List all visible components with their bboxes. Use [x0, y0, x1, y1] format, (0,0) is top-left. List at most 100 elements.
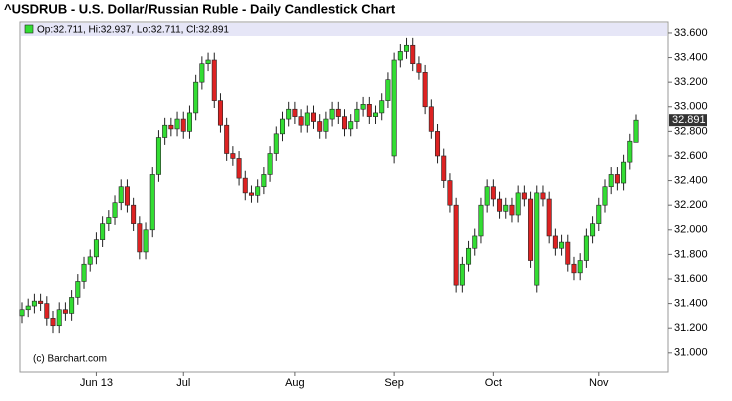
- candle-body: [242, 177, 248, 194]
- candle-body: [273, 133, 279, 154]
- candle-body: [211, 59, 217, 101]
- candle-body: [552, 235, 558, 249]
- candle-body: [317, 121, 323, 132]
- y-tick-label: 32.400: [674, 174, 708, 186]
- candle-body: [131, 204, 137, 224]
- candle-body: [577, 260, 583, 274]
- candle-body: [435, 131, 441, 157]
- candle-body: [186, 112, 192, 132]
- y-tick-label: 33.600: [674, 27, 708, 39]
- candle-body: [329, 108, 335, 120]
- candle-body: [602, 186, 608, 206]
- candle-body: [571, 263, 577, 274]
- y-tick-label: 33.400: [674, 51, 708, 63]
- candle-body: [56, 309, 62, 327]
- candle-body: [416, 63, 422, 73]
- candle-body: [93, 239, 99, 258]
- y-tick-label: 31.800: [674, 248, 708, 260]
- candle-body: [366, 104, 372, 117]
- candle-body: [44, 303, 50, 319]
- candle-body: [112, 202, 118, 218]
- candle-body: [193, 81, 199, 114]
- candle-body: [360, 104, 366, 110]
- candle-body: [342, 116, 348, 130]
- candle-body: [627, 140, 633, 163]
- candle-body: [248, 192, 254, 196]
- candle-body: [62, 309, 68, 314]
- legend-text: Op:32.711, Hi:32.937, Lo:32.711, Cl:32.8…: [37, 25, 229, 36]
- candle-body: [224, 124, 230, 154]
- candle-body: [310, 112, 316, 122]
- y-tick-label: 31.000: [674, 347, 708, 359]
- candle-body: [236, 158, 242, 179]
- candle-body: [286, 108, 292, 120]
- candle-body: [428, 106, 434, 132]
- candle-body: [31, 300, 37, 307]
- candle-body: [354, 108, 360, 122]
- candle-body: [217, 100, 223, 126]
- candle-body: [540, 192, 546, 200]
- legend-bar: [21, 23, 667, 36]
- candle-body: [590, 223, 596, 237]
- candle-body: [472, 235, 478, 249]
- candle-body: [50, 318, 56, 327]
- candle-body: [168, 124, 174, 130]
- candle-body: [267, 153, 273, 175]
- candle-body: [453, 204, 459, 286]
- candle-body: [379, 100, 385, 114]
- candle-body: [69, 297, 75, 314]
- y-tick-label: 31.400: [674, 298, 708, 310]
- candle-body: [75, 281, 81, 298]
- y-tick-label: 33.200: [674, 76, 708, 88]
- credit: (c) Barchart.com: [33, 354, 107, 365]
- legend-swatch: [24, 24, 34, 34]
- candle-body: [509, 204, 515, 216]
- candle-body: [447, 180, 453, 206]
- candle-body: [149, 174, 155, 231]
- candle-body: [155, 137, 161, 175]
- candle-body: [497, 198, 503, 212]
- candle-body: [608, 174, 614, 188]
- candle-body: [348, 121, 354, 130]
- candle-body: [583, 235, 589, 261]
- candle-body: [292, 108, 298, 117]
- candle-body: [397, 51, 403, 61]
- candle-body: [255, 186, 261, 196]
- y-tick-label: 33.000: [674, 101, 708, 113]
- candle-body: [559, 241, 565, 249]
- candle-body: [323, 118, 329, 132]
- candle-body: [230, 153, 236, 159]
- candle-body: [441, 155, 447, 181]
- candle-body: [391, 59, 397, 157]
- candle-body: [546, 198, 552, 237]
- candle-body: [515, 192, 521, 216]
- candle-body: [279, 118, 285, 135]
- candle-body: [422, 72, 428, 108]
- candle-body: [385, 79, 391, 101]
- last-value-box: [669, 114, 707, 127]
- candle-body: [478, 204, 484, 237]
- candle-body: [404, 44, 410, 52]
- candle-body: [633, 119, 639, 143]
- candle-body: [137, 223, 143, 253]
- candle-body: [124, 186, 130, 206]
- candle-body: [261, 174, 267, 188]
- candle-body: [614, 174, 620, 184]
- candle-body: [484, 186, 490, 206]
- candle-body: [87, 256, 93, 265]
- y-tick-label: 32.000: [674, 224, 708, 236]
- candle-body: [106, 217, 112, 224]
- candle-body: [174, 118, 180, 130]
- candle-body: [81, 263, 87, 282]
- plot-area: [19, 21, 669, 373]
- candle-body: [335, 108, 341, 117]
- candle-body: [621, 161, 627, 184]
- x-tick-label: Aug: [285, 377, 305, 389]
- candle-body: [199, 63, 205, 83]
- candle-body: [373, 112, 379, 117]
- candle-body: [25, 305, 31, 311]
- candle-body: [521, 192, 527, 200]
- candle-body: [205, 59, 211, 65]
- candle-body: [162, 124, 168, 138]
